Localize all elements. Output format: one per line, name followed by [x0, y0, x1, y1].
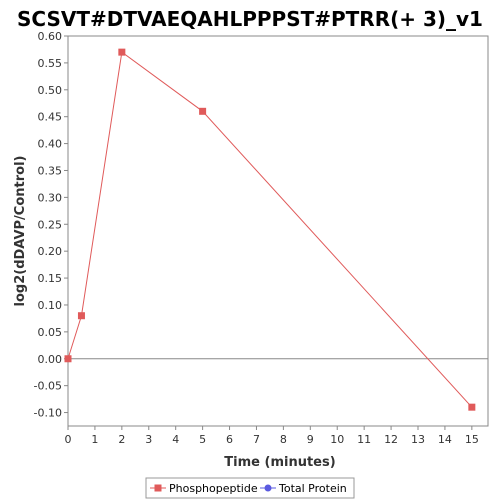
x-tick-label: 14 — [438, 433, 452, 446]
x-tick-label: 5 — [199, 433, 206, 446]
x-tick-label: 7 — [253, 433, 260, 446]
series-layer — [64, 48, 476, 411]
data-point — [199, 107, 207, 115]
x-tick-label: 15 — [465, 433, 479, 446]
legend-label: Total Protein — [278, 482, 347, 495]
x-tick-label: 9 — [307, 433, 314, 446]
x-tick-label: 11 — [357, 433, 371, 446]
x-tick-label: 10 — [330, 433, 344, 446]
y-tick-label: 0.30 — [38, 191, 63, 204]
plot-area — [67, 35, 489, 427]
x-tick-label: 13 — [411, 433, 425, 446]
x-axis-label: Time (minutes) — [224, 455, 335, 470]
legend: Phosphopeptide Total Protein — [145, 477, 355, 499]
y-tick-label: 0.05 — [38, 326, 63, 339]
y-tick-label: 0.50 — [38, 84, 63, 97]
y-tick-label: 0.00 — [38, 353, 63, 366]
x-tick-label: 2 — [118, 433, 125, 446]
chart-title: SCSVT#DTVAEQAHLPPPST#PTRR(+ 3)_v1 — [17, 7, 483, 31]
x-tick-label: 1 — [91, 433, 98, 446]
x-tick-label: 3 — [145, 433, 152, 446]
x-tick-label: 12 — [384, 433, 398, 446]
y-tick-label: 0.55 — [38, 57, 63, 70]
y-tick-label: 0.10 — [38, 299, 63, 312]
y-tick-label: -0.05 — [34, 380, 62, 393]
y-tick-label: 0.45 — [38, 111, 63, 124]
x-tick-label: 4 — [172, 433, 179, 446]
y-tick-label: 0.20 — [38, 245, 63, 258]
y-axis-label: log2(dDAVP/Control) — [13, 156, 28, 307]
y-tick-label: 0.40 — [38, 138, 63, 151]
data-point — [64, 355, 72, 363]
legend-label: Phosphopeptide — [169, 482, 258, 495]
data-point — [118, 48, 126, 56]
legend-box — [145, 477, 355, 499]
y-tick-label: -0.10 — [34, 407, 62, 420]
x-tick-label: 6 — [226, 433, 233, 446]
y-tick-label: 0.25 — [38, 218, 63, 231]
data-point — [77, 312, 85, 320]
y-tick-label: 0.35 — [38, 164, 63, 177]
y-axis-ticks: -0.10 -0.05 0.00 0.05 0.10 0.15 0.20 0.25 0.30 0.… — [34, 30, 68, 420]
legend-marker — [264, 484, 272, 492]
x-tick-label: 0 — [65, 433, 72, 446]
x-tick-label: 8 — [280, 433, 287, 446]
data-point — [468, 403, 476, 411]
y-tick-label: 0.60 — [38, 30, 63, 43]
y-tick-label: 0.15 — [38, 272, 63, 285]
series-line — [67, 51, 473, 408]
legend-marker — [154, 484, 162, 492]
x-axis-ticks: 0 1 2 3 4 5 6 7 8 9 10 11 12 13 14 15 — [65, 426, 479, 446]
